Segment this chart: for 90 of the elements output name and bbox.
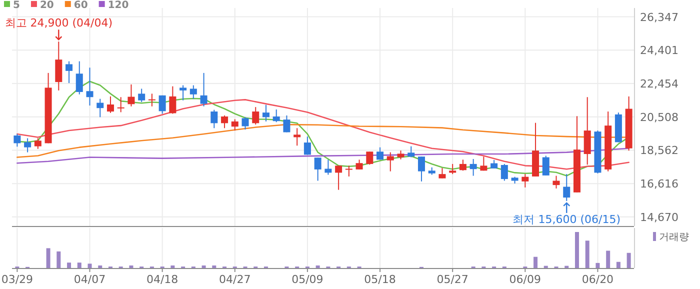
legend-label: 5 [13,0,20,11]
bar [129,265,134,268]
candlestick [262,104,270,122]
candlestick [34,138,42,150]
x-tick-label: 04/18 [146,273,178,286]
y-tick-label: 24,401 [640,44,678,58]
annotation: 최고 24,900 (04/04) [4,16,113,30]
legend-label: 120 [108,0,129,11]
candlestick [242,116,249,130]
y-tick-label: 18,562 [640,144,678,158]
candlestick [190,84,197,100]
candlestick [169,86,176,114]
candlestick [148,93,156,107]
candlestick [408,146,415,158]
bar [212,265,216,268]
bar [67,262,72,268]
candlestick [470,158,477,176]
bar [46,248,50,268]
candlestick [314,157,322,182]
candlestick [231,118,238,132]
bar [202,265,206,268]
candlestick [449,163,456,175]
candlestick [210,109,218,129]
bar [88,264,92,268]
x-tick-label: 03/29 [1,273,34,286]
y-tick-label: 26,347 [640,10,678,24]
candlestick [200,72,208,107]
candlestick [563,174,570,202]
candlestick [138,88,146,103]
candlestick [480,156,488,172]
candlestick [345,165,352,177]
y-tick-label: 20,508 [640,110,678,124]
candlestick [522,174,529,188]
candlestick [158,94,166,114]
candlestick [128,84,135,107]
candlestick [117,96,124,113]
x-tick-label: 06/09 [509,273,541,286]
bar [170,265,175,268]
candlestick [294,128,301,146]
bar [534,256,538,268]
bar [77,262,82,268]
candlestick [386,152,394,172]
candlestick [272,108,280,123]
x-tick-label: 05/09 [292,273,324,286]
bar [585,240,590,268]
candlestick [96,98,104,118]
candlestick [500,163,508,182]
legend-label: 60 [74,0,88,11]
legend-label: 거래량 [659,232,689,243]
candlestick [76,60,83,95]
x-tick-label: 04/27 [219,273,251,286]
candlestick [584,96,591,166]
candlestick [180,84,187,101]
legend-label: 20 [40,0,54,11]
bar [596,262,600,268]
bar [98,265,102,268]
candlestick [106,96,114,114]
candlestick [438,168,446,179]
candlestick [366,151,374,166]
y-tick-label: 16,616 [640,178,678,191]
x-tick-label: 05/18 [364,273,396,286]
candlestick [14,133,21,148]
candlestick [356,159,363,170]
bar [316,265,320,268]
y-tick-label: 14,670 [640,210,678,224]
candlestick [55,41,62,91]
bar [574,232,579,268]
legend: 거래량 [653,232,689,243]
bar [626,252,631,268]
x-tick-label: 06/20 [582,273,614,286]
candlestick [304,136,311,156]
candlestick [86,67,94,106]
x-tick-label: 04/07 [74,273,106,286]
candlestick [552,175,560,189]
candlestick [376,146,384,160]
candlestick [418,156,425,182]
candlestick [335,165,342,190]
candlestick [283,114,290,133]
annotation: 최저 15,600 (06/15) [512,212,620,226]
bar [606,250,610,268]
candlestick [66,60,73,84]
candlestick [24,138,32,153]
candlestick [542,155,550,176]
bar [616,262,620,268]
bar [56,251,61,268]
candlestick [221,114,228,129]
candlestick [459,159,466,172]
candlestick [252,106,260,126]
x-tick-label: 05/27 [436,273,468,286]
y-tick-label: 22,454 [640,78,678,91]
